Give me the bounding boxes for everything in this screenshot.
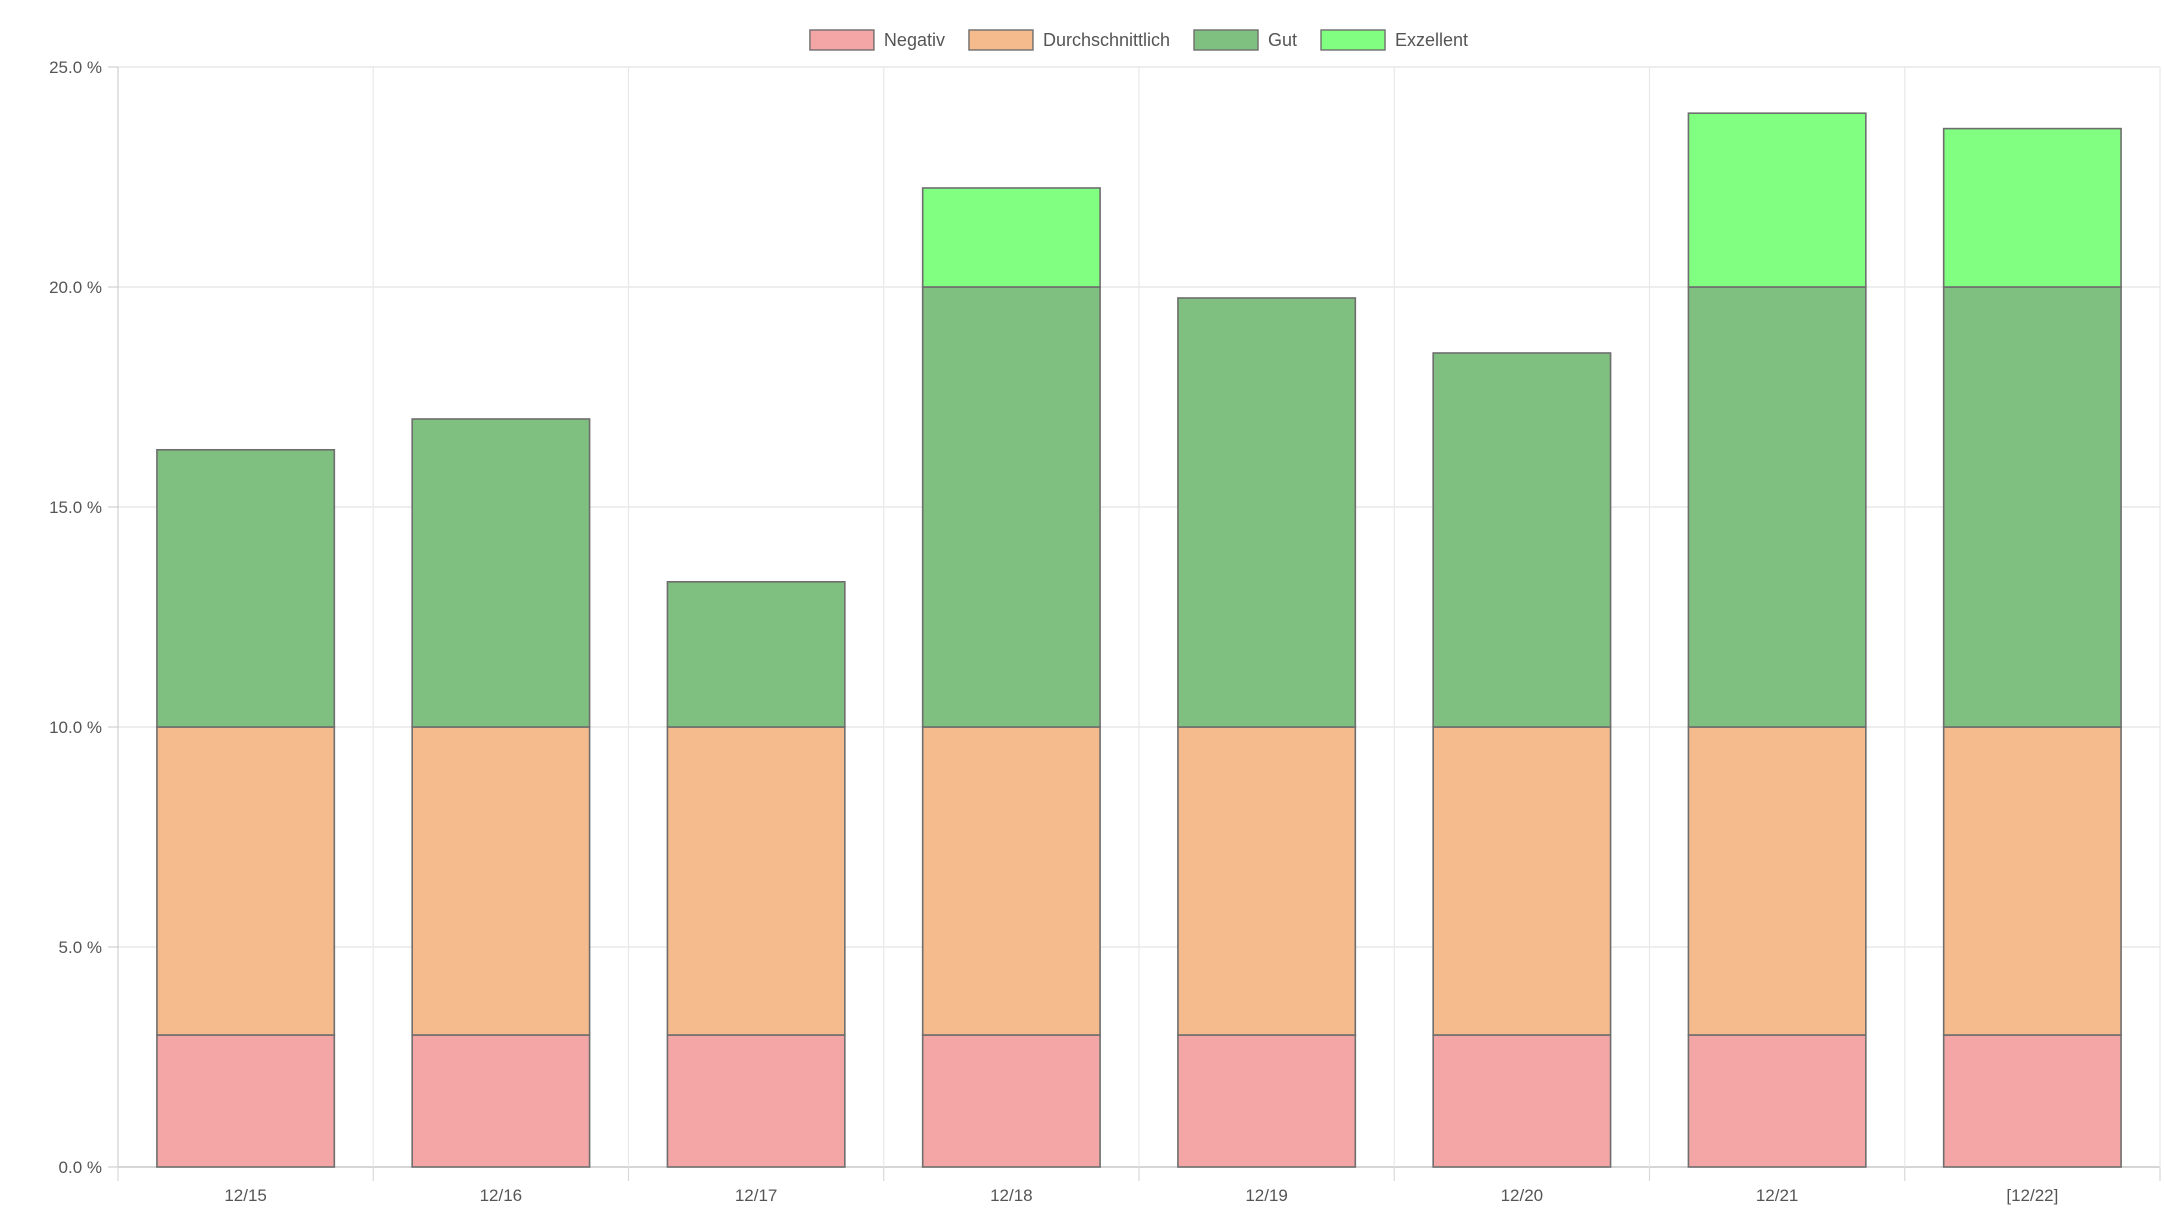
legend-swatch [1320, 29, 1386, 51]
legend: Negativ Durchschnittlich Gut Exzellent [809, 29, 1468, 51]
bar-segment-durchschnittlich [1432, 726, 1612, 1036]
bar-segment-durchschnittlich [411, 726, 591, 1036]
legend-item-exzellent[interactable]: Exzellent [1320, 29, 1468, 51]
y-tick-label: 5.0 % [59, 938, 102, 957]
legend-swatch [968, 29, 1034, 51]
axis-layer: 0.0 % 5.0 % 10.0 % 15.0 % 20.0 % 25.0 % 12/15 1… [49, 58, 2161, 1205]
bar-segment-negativ [411, 1034, 591, 1168]
x-tick-label: 12/21 [1756, 1186, 1799, 1205]
bar-segment-exzellent [921, 187, 1101, 288]
bars-layer [156, 112, 2122, 1168]
bar-segment-gut [1432, 352, 1612, 728]
bar-segment-durchschnittlich [921, 726, 1101, 1036]
bar-segment-durchschnittlich [1942, 726, 2122, 1036]
bar-segment-gut [411, 418, 591, 728]
bar-segment-durchschnittlich [1177, 726, 1357, 1036]
y-tick-label: 0.0 % [59, 1158, 102, 1177]
x-tick-label: 12/18 [990, 1186, 1033, 1205]
x-tick-label: 12/16 [480, 1186, 523, 1205]
bar-segment-gut [921, 286, 1101, 728]
legend-item-negativ[interactable]: Negativ [809, 29, 945, 51]
bar-segment-negativ [921, 1034, 1101, 1168]
bar-segment-durchschnittlich [1687, 726, 1867, 1036]
legend-label: Durchschnittlich [1043, 30, 1170, 50]
legend-label: Gut [1268, 30, 1297, 50]
legend-item-durchschnittlich[interactable]: Durchschnittlich [968, 29, 1170, 51]
bar-segment-gut [1177, 297, 1357, 728]
legend-swatch [809, 29, 875, 51]
bar-segment-negativ [1432, 1034, 1612, 1168]
bar-segment-negativ [156, 1034, 336, 1168]
bar-segment-gut [666, 580, 846, 728]
x-tick-label: 12/19 [1245, 1186, 1288, 1205]
bar-segment-negativ [666, 1034, 846, 1168]
bar-segment-durchschnittlich [156, 726, 336, 1036]
bar-segment-negativ [1942, 1034, 2122, 1168]
legend-label: Exzellent [1395, 30, 1468, 50]
bar-segment-exzellent [1687, 112, 1867, 288]
y-tick-label: 10.0 % [49, 718, 102, 737]
y-tick-label: 15.0 % [49, 498, 102, 517]
x-tick-label: [12/22] [2006, 1186, 2058, 1205]
grid-layer [117, 66, 2161, 1168]
bar-segment-gut [1942, 286, 2122, 728]
y-tick-label: 20.0 % [49, 278, 102, 297]
bar-segment-gut [1687, 286, 1867, 728]
bar-segment-durchschnittlich [666, 726, 846, 1036]
x-tick-label: 12/15 [224, 1186, 267, 1205]
bar-segment-exzellent [1942, 127, 2122, 288]
bar-segment-negativ [1687, 1034, 1867, 1168]
legend-item-gut[interactable]: Gut [1193, 29, 1297, 51]
y-tick-label: 25.0 % [49, 58, 102, 77]
legend-swatch [1193, 29, 1259, 51]
bar-segment-negativ [1177, 1034, 1357, 1168]
x-tick-label: 12/20 [1501, 1186, 1544, 1205]
bar-segment-gut [156, 448, 336, 728]
legend-label: Negativ [884, 30, 945, 50]
x-tick-label: 12/17 [735, 1186, 778, 1205]
